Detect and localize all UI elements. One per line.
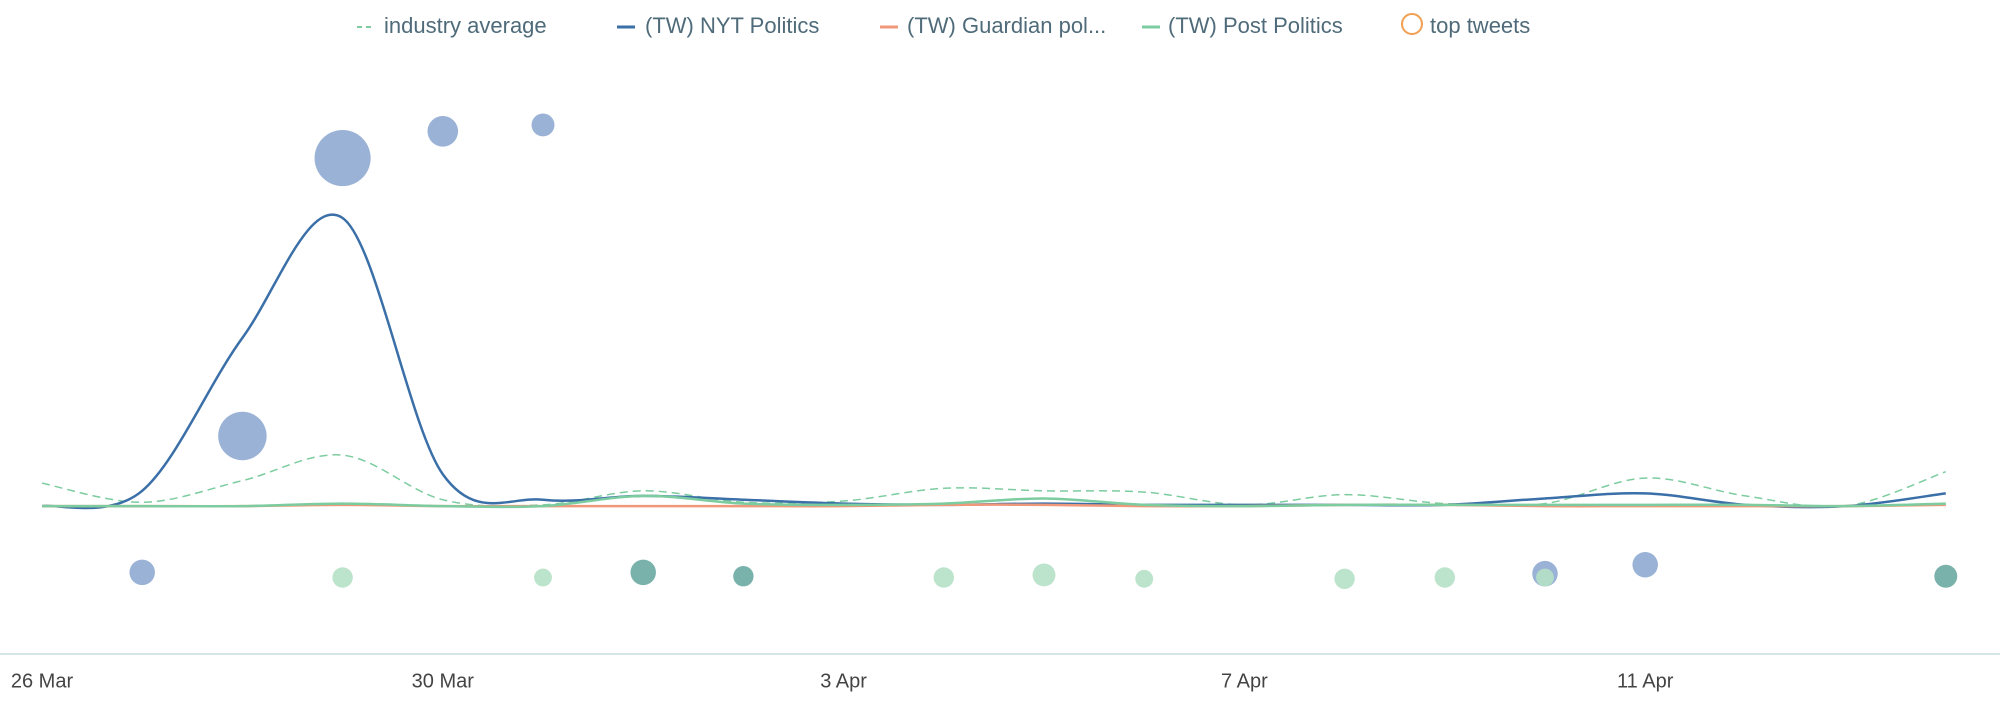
legend-label: (TW) Post Politics — [1168, 13, 1343, 38]
x-tick-label: 11 Apr — [1617, 670, 1674, 692]
top-tweet-bubble — [534, 568, 552, 587]
legend-label: (TW) Guardian pol... — [907, 13, 1106, 38]
series-line — [41, 494, 1946, 509]
top-tweet-bubble — [733, 566, 754, 587]
x-tick-label: 30 Mar — [412, 670, 475, 692]
top-tweet-bubble — [427, 116, 459, 147]
top-tweet-bubble — [1934, 564, 1958, 588]
top-tweet-bubble — [630, 559, 656, 586]
top-tweet-bubble — [1135, 569, 1154, 588]
x-tick-label: 26 Mar — [11, 670, 74, 692]
top-tweet-bubble — [218, 411, 267, 461]
top-tweet-bubble — [129, 559, 155, 586]
legend-label: industry average — [384, 13, 547, 38]
top-tweet-bubble — [1032, 563, 1056, 587]
legend-label: (TW) NYT Politics — [645, 13, 819, 38]
legend-label: top tweets — [1430, 13, 1530, 38]
legend-marker — [1401, 13, 1423, 35]
x-tick-label: 3 Apr — [820, 670, 867, 692]
top-tweet-bubble — [1536, 568, 1554, 587]
top-tweet-bubble — [1632, 552, 1658, 578]
series-line — [41, 454, 1947, 508]
top-tweet-bubble — [933, 567, 954, 588]
top-tweet-bubble — [531, 113, 555, 137]
x-tick-label: 7 Apr — [1221, 670, 1268, 692]
top-tweet-bubble — [1434, 567, 1455, 588]
top-tweet-bubble — [314, 130, 371, 187]
top-tweet-bubble — [1334, 568, 1355, 589]
top-tweet-bubble — [332, 567, 353, 588]
series-line — [41, 213, 1946, 510]
